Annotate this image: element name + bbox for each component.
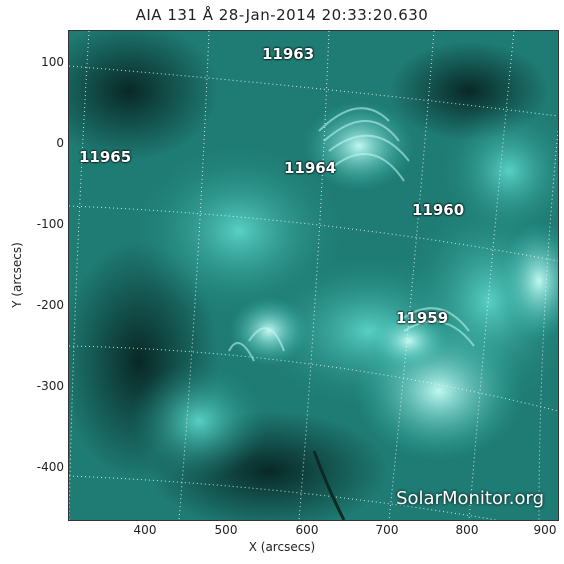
solar-map-svg [69,31,558,520]
x-axis-label: X (arcsecs) [248,540,316,554]
y-axis-label: Y (arcsecs) [10,242,24,308]
y-tick: 0 [56,136,64,150]
y-tick: -100 [36,217,64,231]
region-label-11963: 11963 [262,45,315,63]
x-tick: 700 [375,523,399,537]
region-label-11959: 11959 [396,309,449,327]
y-tick: -300 [36,379,64,393]
y-tick: 100 [41,55,64,69]
x-tick: 400 [133,523,157,537]
x-tick: 600 [295,523,319,537]
region-label-11960: 11960 [412,201,465,219]
region-label-11965: 11965 [79,148,132,166]
y-tick: -200 [36,298,64,312]
x-tick: 900 [533,523,557,537]
x-tick: 800 [455,523,479,537]
map-title: AIA 131 Å 28-Jan-2014 20:33:20.630 [135,6,429,24]
solar-image: 11963 11965 11964 11960 11959 SolarMonit… [68,30,559,521]
x-tick: 500 [214,523,238,537]
region-label-11964: 11964 [284,159,337,177]
watermark: SolarMonitor.org [396,488,544,509]
y-tick: -400 [36,460,64,474]
